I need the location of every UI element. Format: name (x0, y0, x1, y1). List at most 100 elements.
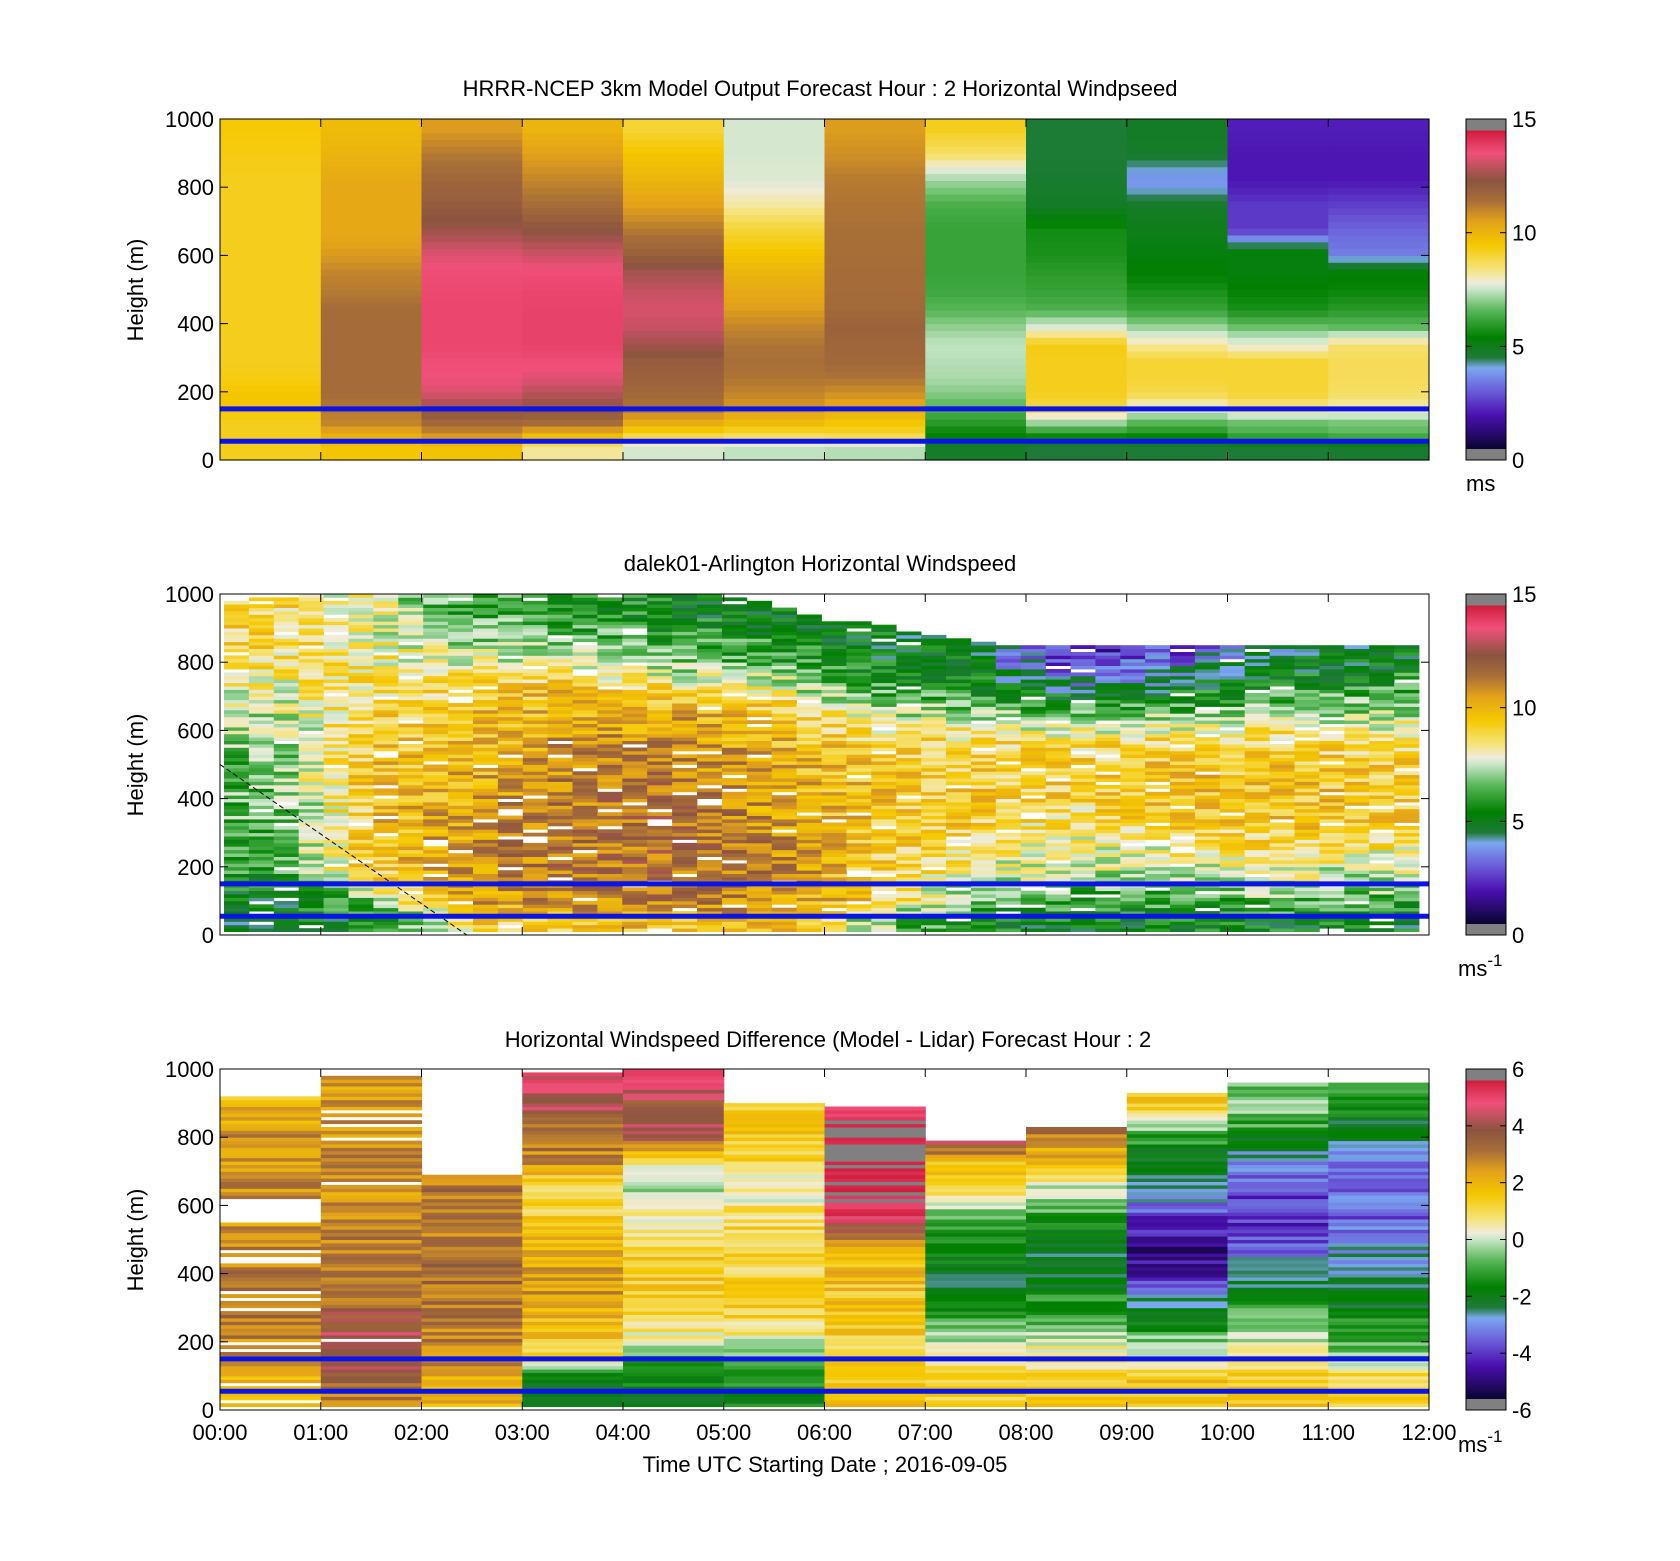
heatmap-cell (398, 658, 424, 663)
heatmap-cell (323, 655, 349, 660)
heatmap-cell (220, 214, 322, 222)
heatmap-cell (921, 699, 947, 704)
heatmap-cell (224, 873, 250, 878)
heatmap-cell (448, 672, 474, 677)
heatmap-cell (1244, 842, 1270, 847)
heatmap-cell (1319, 665, 1345, 670)
heatmap-cell (697, 747, 723, 752)
heatmap-cell (448, 795, 474, 799)
heatmap-cell (1045, 832, 1071, 837)
heatmap-cell (672, 897, 698, 902)
heatmap-cell (723, 330, 826, 338)
heatmap-cell (448, 904, 474, 909)
heatmap-cell (423, 648, 449, 653)
heatmap-cell (348, 798, 374, 803)
heatmap-cell (273, 842, 300, 847)
panel-model-ylabel: Height (m) (123, 239, 148, 342)
heatmap-cell (1020, 658, 1046, 663)
heatmap-cell (1369, 737, 1395, 741)
heatmap-cell (348, 737, 374, 741)
heatmap-cell (824, 125, 926, 134)
heatmap-cell (448, 631, 474, 636)
heatmap-cell (1095, 655, 1121, 660)
heatmap-cell (448, 839, 474, 844)
heatmap-cell (1045, 648, 1071, 653)
heatmap-cell (623, 241, 725, 250)
heatmap-cell (1045, 645, 1071, 649)
heatmap-cell (348, 744, 374, 748)
heatmap-cell (597, 658, 623, 663)
heatmap-cell (323, 645, 349, 649)
heatmap-cell (821, 720, 847, 724)
heatmap-cell (473, 723, 499, 728)
heatmap-cell (298, 890, 324, 895)
heatmap-cell (995, 723, 1022, 728)
heatmap-cell (373, 764, 399, 769)
heatmap-cell (572, 832, 598, 837)
heatmap-cell (821, 757, 847, 762)
heatmap-cell (946, 652, 972, 656)
heatmap-cell (547, 781, 573, 786)
heatmap-cell (1369, 771, 1395, 776)
heatmap-cell (1244, 737, 1270, 741)
heatmap-cell (623, 228, 725, 236)
heatmap-cell (597, 669, 623, 673)
heatmap-cell (697, 842, 723, 847)
heatmap-cell (896, 866, 922, 871)
heatmap-cell (622, 696, 648, 701)
heatmap-cell (572, 921, 598, 926)
heatmap-cell (421, 378, 523, 386)
heatmap-cell (448, 614, 474, 619)
heatmap-cell (572, 631, 598, 636)
heatmap-cell (224, 870, 250, 874)
heatmap-cell (348, 672, 374, 677)
heatmap-cell (248, 624, 275, 629)
heatmap-cell (323, 842, 349, 847)
heatmap-cell (497, 744, 524, 748)
heatmap-cell (323, 788, 349, 793)
heatmap-cell (1170, 740, 1196, 745)
heatmap-cell (647, 655, 673, 660)
heatmap-cell (497, 696, 524, 701)
heatmap-cell (448, 771, 474, 776)
heatmap-cell (721, 832, 748, 837)
heatmap-cell (896, 716, 922, 721)
heatmap-cell (448, 825, 474, 830)
heatmap-cell (248, 692, 275, 697)
heatmap-cell (597, 682, 623, 687)
heatmap-cell (1020, 791, 1046, 796)
heatmap-cell (1170, 682, 1196, 687)
heatmap-cell (597, 791, 623, 796)
heatmap-cell (921, 709, 947, 714)
heatmap-cell (522, 207, 624, 216)
heatmap-cell (1026, 207, 1128, 216)
heatmap-cell (220, 1181, 322, 1186)
heatmap-cell (723, 350, 826, 359)
heatmap-cell (320, 166, 423, 175)
heatmap-cell (771, 918, 797, 922)
heatmap-cell (946, 638, 972, 643)
heatmap-cell (846, 682, 872, 687)
heatmap-cell (572, 709, 598, 714)
heatmap-cell (1369, 897, 1395, 902)
heatmap-cell (597, 720, 623, 724)
heatmap-cell (871, 863, 897, 868)
heatmap-cell (298, 918, 324, 922)
heatmap-cell (821, 890, 847, 895)
heatmap-cell (220, 1099, 322, 1104)
heatmap-cell (746, 907, 773, 912)
heatmap-cell (1344, 723, 1370, 728)
heatmap-cell (871, 713, 897, 718)
heatmap-cell (220, 1113, 322, 1118)
heatmap-cell (522, 446, 624, 454)
heatmap-cell (1394, 911, 1420, 915)
heatmap-cell (946, 740, 972, 745)
heatmap-cell (572, 771, 598, 776)
heatmap-cell (1394, 730, 1420, 735)
heatmap-cell (697, 692, 723, 697)
heatmap-cell (497, 849, 524, 854)
heatmap-cell (746, 781, 773, 786)
heatmap-cell (1095, 648, 1121, 653)
heatmap-cell (846, 839, 872, 844)
heatmap-cell (448, 628, 474, 632)
